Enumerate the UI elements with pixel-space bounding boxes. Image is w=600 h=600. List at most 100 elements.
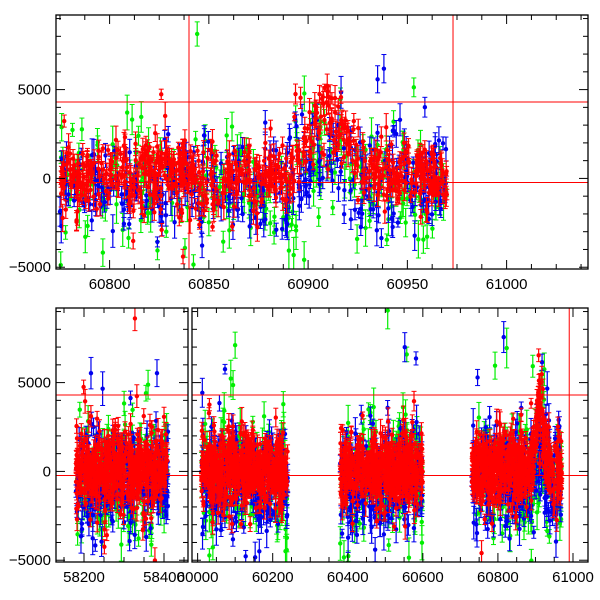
red-data-point [325,166,331,172]
blue-data-point [279,226,285,232]
red-data-point [153,131,158,136]
red-data-point [288,159,293,165]
red-data-point [422,183,427,188]
blue-data-point [166,131,171,137]
red-data-point [396,190,402,195]
red-data-point [268,153,274,158]
red-data-point [103,172,108,177]
red-data-point [127,170,133,175]
red-data-point [301,153,307,159]
blue-data-point [370,207,376,212]
red-data-point [341,137,346,142]
red-data-point [263,140,268,146]
blue-data-point [247,224,252,229]
red-data-point [210,139,215,144]
green-data-point [58,262,63,268]
red-data-point [189,192,195,197]
blue-data-point [397,117,403,122]
red-data-point [96,192,101,197]
blue-data-point [110,228,116,234]
red-data-point [91,194,96,199]
red-data-point [366,186,372,191]
red-data-point [307,109,312,115]
red-data-point [152,210,157,215]
red-data-point [196,158,201,163]
green-data-point [114,202,119,207]
blue-data-point [89,152,95,158]
red-data-point [128,176,133,181]
red-data-point [135,173,140,178]
green-data-point [191,262,196,267]
red-data-point [355,156,361,161]
blue-data-point [386,206,391,211]
green-data-point [330,205,335,210]
blue-data-point [126,221,132,227]
red-data-point [397,183,403,188]
blue-data-point [317,181,322,187]
red-data-point [316,128,321,133]
red-data-point [319,150,325,155]
red-data-point [153,170,158,176]
red-data-point [209,169,214,175]
green-data-point [206,220,212,225]
red-data-point [174,167,179,173]
red-data-point [395,196,400,201]
blue-data-point [379,235,384,241]
blue-data-point [330,178,335,183]
blue-data-point [341,211,347,217]
red-data-point [86,198,91,203]
green-data-point [416,237,421,242]
red-data-point [162,173,167,178]
blue-data-point [274,227,279,232]
red-data-point [418,214,423,220]
red-data-point [355,197,361,203]
red-data-point [129,184,134,189]
red-data-point [100,167,106,172]
red-data-point [322,117,327,123]
red-data-point [332,95,338,101]
red-data-point [220,190,225,195]
red-data-point [418,162,423,168]
green-data-point [138,218,144,223]
blue-data-point [356,210,361,216]
red-data-point [432,161,437,167]
red-data-point [74,219,79,225]
red-data-point [284,156,289,161]
red-data-point [164,176,169,182]
green-data-point [404,196,410,201]
green-data-point [238,149,243,154]
green-data-point [164,229,169,234]
red-data-point [214,153,219,158]
red-data-point [325,89,330,94]
blue-data-point [102,199,107,205]
green-data-point [185,205,190,210]
red-data-point [360,139,365,144]
red-data-point [381,192,387,197]
red-data-point [351,127,356,132]
red-data-point [205,155,210,161]
green-data-point [70,127,75,133]
green-data-point [110,142,115,147]
red-data-point [193,206,198,211]
red-data-point [278,186,283,191]
red-data-point [177,177,183,183]
red-data-point [401,140,407,146]
green-data-point [286,248,292,253]
green-data-point [403,220,408,225]
blue-data-point [410,204,415,210]
blue-data-point [410,160,416,165]
red-data-point [208,147,213,153]
red-data-point [162,113,168,119]
green-data-point [291,252,296,258]
blue-data-point [412,233,417,238]
red-data-point [165,152,171,157]
green-data-point [272,214,277,219]
red-data-point [324,127,330,132]
blue-data-point [235,207,240,213]
blue-data-point [381,66,387,71]
green-data-point [367,218,372,223]
blue-data-point [436,138,442,143]
red-data-point [298,95,303,101]
red-data-point [424,207,429,212]
